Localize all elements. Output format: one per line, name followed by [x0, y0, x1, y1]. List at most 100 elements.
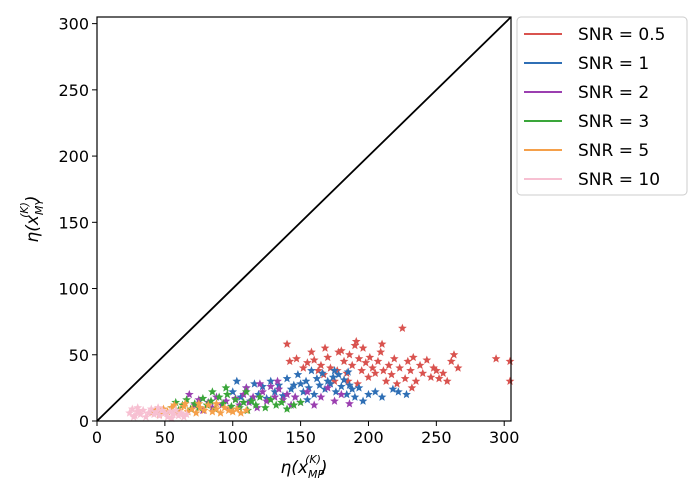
point-s1-27 — [323, 376, 333, 385]
y-tick-label-100: 100 — [58, 280, 89, 299]
point-s5-11 — [155, 411, 164, 420]
legend-label-3: SNR = 3 — [578, 112, 649, 132]
point-s1-48 — [330, 366, 339, 375]
point-s1-32 — [336, 381, 346, 391]
point-s3-10 — [206, 396, 216, 405]
point-s1-34 — [342, 389, 352, 399]
point-s4-3 — [159, 404, 168, 413]
point-s2-18 — [266, 381, 276, 391]
point-s1-42 — [377, 392, 387, 401]
x-axis-label-sup: (K) — [305, 453, 321, 466]
point-s1-44 — [393, 387, 403, 396]
point-s4-25 — [180, 399, 190, 408]
point-s2-13 — [244, 397, 254, 407]
point-s3-4 — [182, 395, 191, 404]
point-s5-20 — [179, 412, 189, 421]
y-axis-label: η(xMY(K)) — [18, 195, 46, 242]
point-s2-24 — [290, 392, 300, 401]
point-s4-1 — [150, 405, 160, 415]
point-s0-37 — [395, 363, 405, 372]
diagonal-reference-line — [96, 16, 512, 422]
point-s1-49 — [343, 367, 353, 376]
point-s4-27 — [212, 399, 221, 408]
point-s5-16 — [168, 409, 178, 419]
point-s5-8 — [146, 404, 156, 413]
legend-label-4: SNR = 5 — [578, 141, 649, 161]
point-s1-46 — [289, 380, 299, 389]
point-s4-23 — [241, 405, 251, 415]
point-s0-43 — [411, 376, 421, 385]
y-tick-label-0: 0 — [79, 412, 89, 431]
point-s5-2 — [130, 411, 140, 420]
point-s0-62 — [320, 343, 330, 352]
point-s5-14 — [163, 412, 172, 421]
x-tick-label-300: 300 — [489, 428, 520, 447]
point-s0-3 — [298, 363, 308, 372]
point-s0-44 — [415, 360, 425, 370]
x-axis-label: η(xMP (K)) — [280, 453, 327, 481]
point-s2-20 — [274, 384, 284, 393]
point-s4-10 — [187, 404, 197, 413]
x-tick-label-200: 200 — [353, 428, 384, 447]
point-s5-18 — [174, 411, 183, 420]
y-tick-label-250: 250 — [58, 81, 89, 100]
point-s5-12 — [157, 405, 167, 415]
point-s4-6 — [171, 408, 181, 417]
y-axis-label-close: ) — [23, 195, 43, 204]
point-s2-8 — [221, 396, 231, 405]
point-s2-26 — [303, 387, 312, 396]
point-s0-18 — [347, 360, 357, 370]
point-s0-21 — [354, 354, 364, 363]
point-s2-12 — [239, 389, 248, 399]
point-s4-24 — [170, 400, 179, 409]
point-s4-20 — [228, 407, 238, 416]
point-s1-33 — [339, 375, 349, 384]
point-s0-55 — [453, 363, 463, 372]
point-s5-25 — [129, 412, 139, 421]
point-s4-14 — [203, 400, 213, 409]
ticks-layer: 0 50 100 150 200 250 300 0 50 100 150 200 250 300 — [58, 15, 519, 447]
point-s1-13 — [282, 374, 292, 383]
point-s3-29 — [296, 397, 305, 407]
point-s5-9 — [149, 409, 159, 419]
point-s0-27 — [368, 363, 377, 372]
point-s3-18 — [239, 397, 248, 407]
point-s3-22 — [255, 392, 265, 401]
point-s4-11 — [191, 408, 201, 417]
point-s1-6 — [254, 389, 263, 399]
point-s0-57 — [505, 356, 515, 366]
point-s2-14 — [248, 392, 258, 401]
point-s2-33 — [255, 379, 265, 388]
point-s3-13 — [218, 399, 228, 408]
point-s0-11 — [326, 363, 335, 372]
point-s5-17 — [171, 405, 181, 415]
point-s0-14 — [336, 346, 346, 355]
point-s0-56 — [491, 354, 501, 363]
point-s0-12 — [330, 376, 339, 385]
point-s4-22 — [236, 408, 246, 417]
legend-label-5: SNR = 10 — [578, 170, 660, 190]
y-tick-label-150: 150 — [58, 213, 89, 232]
x-axis-label-base: η(x — [280, 458, 308, 478]
point-s2-32 — [345, 399, 354, 408]
point-s0-31 — [379, 366, 388, 375]
point-s1-2 — [236, 392, 246, 401]
legend-label-1: SNR = 1 — [578, 54, 649, 74]
point-s3-14 — [222, 389, 232, 399]
point-s3-1 — [171, 397, 181, 407]
y-axis-label-sup: (K) — [18, 202, 31, 218]
point-s1-10 — [270, 387, 280, 396]
point-s3-23 — [260, 403, 270, 412]
point-s0-23 — [358, 343, 368, 352]
point-s1-1 — [232, 376, 242, 385]
point-s0-17 — [345, 350, 354, 359]
y-tick-label-300: 300 — [58, 15, 89, 34]
x-tick-label-150: 150 — [285, 428, 316, 447]
point-s0-51 — [438, 368, 448, 378]
point-s3-32 — [241, 387, 251, 396]
point-s0-5 — [307, 347, 316, 356]
point-s1-25 — [317, 368, 327, 378]
point-s0-15 — [339, 356, 349, 366]
point-s3-24 — [266, 395, 276, 404]
